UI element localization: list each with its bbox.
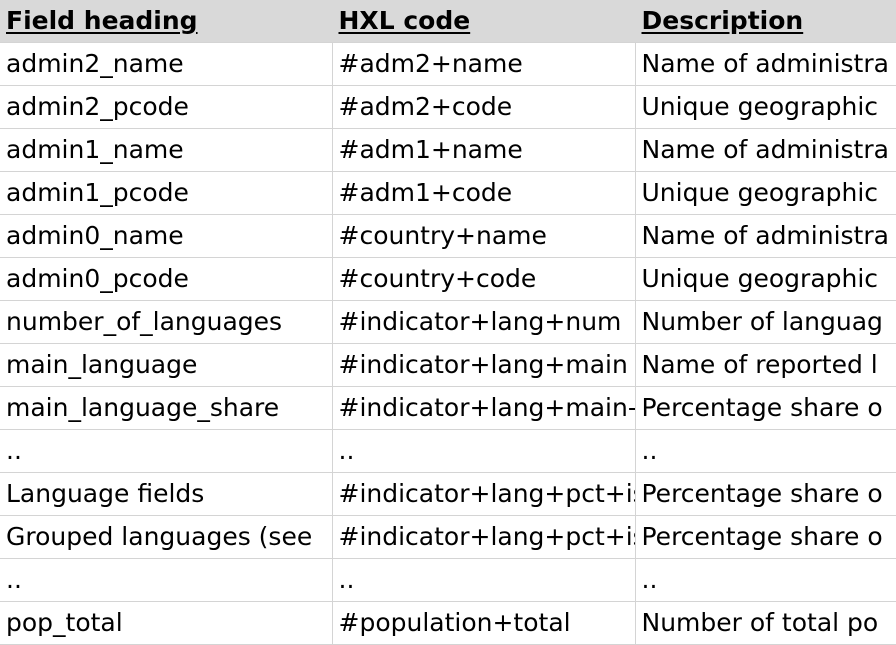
- table-row: .. .. ..: [0, 558, 896, 602]
- hxl-code-cell[interactable]: #country+name: [332, 214, 636, 258]
- description-cell[interactable]: Unique geographic: [635, 85, 896, 129]
- hxl-code-cell[interactable]: #indicator+lang+pct+is: [332, 515, 636, 559]
- hxl-code-cell[interactable]: #indicator+lang+main: [332, 343, 636, 387]
- table-row: main_language_share #indicator+lang+main…: [0, 386, 896, 430]
- table-row: admin2_name #adm2+name Name of administr…: [0, 42, 896, 86]
- header-field-heading[interactable]: Field heading: [0, 0, 333, 43]
- description-cell[interactable]: Number of languag: [635, 300, 896, 344]
- table-row: number_of_languages #indicator+lang+num …: [0, 300, 896, 344]
- hxl-code-cell[interactable]: #adm1+code: [332, 171, 636, 215]
- field-heading-cell[interactable]: admin1_pcode: [0, 171, 333, 215]
- hxl-code-cell[interactable]: #indicator+lang+num: [332, 300, 636, 344]
- field-heading-cell[interactable]: admin2_pcode: [0, 85, 333, 129]
- table-row: admin0_name #country+name Name of admini…: [0, 214, 896, 258]
- field-heading-cell[interactable]: Grouped languages (see: [0, 515, 333, 559]
- description-cell[interactable]: Name of administra: [635, 214, 896, 258]
- field-heading-cell[interactable]: admin1_name: [0, 128, 333, 172]
- description-cell[interactable]: Percentage share o: [635, 515, 896, 559]
- hxl-code-cell[interactable]: #adm2+name: [332, 42, 636, 86]
- field-heading-cell[interactable]: ..: [0, 558, 333, 602]
- hxl-code-cell[interactable]: #adm2+code: [332, 85, 636, 129]
- hxl-code-cell[interactable]: ..: [332, 558, 636, 602]
- description-cell[interactable]: ..: [635, 558, 896, 602]
- table-row: pop_total #population+total Number of to…: [0, 601, 896, 645]
- field-heading-cell[interactable]: admin0_name: [0, 214, 333, 258]
- table-row: admin2_pcode #adm2+code Unique geographi…: [0, 85, 896, 129]
- hxl-code-cell[interactable]: ..: [332, 429, 636, 473]
- field-heading-cell[interactable]: admin2_name: [0, 42, 333, 86]
- field-heading-cell[interactable]: number_of_languages: [0, 300, 333, 344]
- hxl-code-cell[interactable]: #indicator+lang+pct+is: [332, 472, 636, 516]
- table-row: admin1_pcode #adm1+code Unique geographi…: [0, 171, 896, 215]
- table-row: admin0_pcode #country+code Unique geogra…: [0, 257, 896, 301]
- description-cell[interactable]: Unique geographic: [635, 257, 896, 301]
- description-cell[interactable]: Name of reported l: [635, 343, 896, 387]
- hxl-code-cell[interactable]: #country+code: [332, 257, 636, 301]
- field-heading-cell[interactable]: ..: [0, 429, 333, 473]
- table-row: Grouped languages (see #indicator+lang+p…: [0, 515, 896, 559]
- header-hxl-code[interactable]: HXL code: [332, 0, 636, 43]
- hxl-code-cell[interactable]: #indicator+lang+main-: [332, 386, 636, 430]
- hxl-code-cell[interactable]: #population+total: [332, 601, 636, 645]
- header-description[interactable]: Description: [635, 0, 896, 43]
- field-heading-cell[interactable]: main_language: [0, 343, 333, 387]
- header-row: Field heading HXL code Description: [0, 0, 896, 43]
- field-heading-cell[interactable]: main_language_share: [0, 386, 333, 430]
- field-heading-cell[interactable]: Language fields: [0, 472, 333, 516]
- description-cell[interactable]: Name of administra: [635, 42, 896, 86]
- table-row: main_language #indicator+lang+main Name …: [0, 343, 896, 387]
- description-cell[interactable]: Percentage share o: [635, 472, 896, 516]
- field-heading-cell[interactable]: pop_total: [0, 601, 333, 645]
- table-row: Language fields #indicator+lang+pct+is P…: [0, 472, 896, 516]
- hxl-code-cell[interactable]: #adm1+name: [332, 128, 636, 172]
- description-cell[interactable]: Unique geographic: [635, 171, 896, 215]
- description-cell[interactable]: Name of administra: [635, 128, 896, 172]
- table-row: admin1_name #adm1+name Name of administr…: [0, 128, 896, 172]
- description-cell[interactable]: Number of total po: [635, 601, 896, 645]
- description-cell[interactable]: ..: [635, 429, 896, 473]
- description-cell[interactable]: Percentage share o: [635, 386, 896, 430]
- table-row: .. .. ..: [0, 429, 896, 473]
- field-heading-cell[interactable]: admin0_pcode: [0, 257, 333, 301]
